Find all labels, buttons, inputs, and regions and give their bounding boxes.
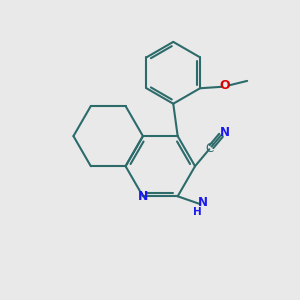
Text: N: N bbox=[220, 126, 230, 140]
Text: N: N bbox=[138, 190, 148, 203]
Text: H: H bbox=[193, 207, 202, 217]
Text: O: O bbox=[220, 79, 230, 92]
Text: N: N bbox=[198, 196, 208, 209]
Text: C: C bbox=[205, 142, 213, 155]
